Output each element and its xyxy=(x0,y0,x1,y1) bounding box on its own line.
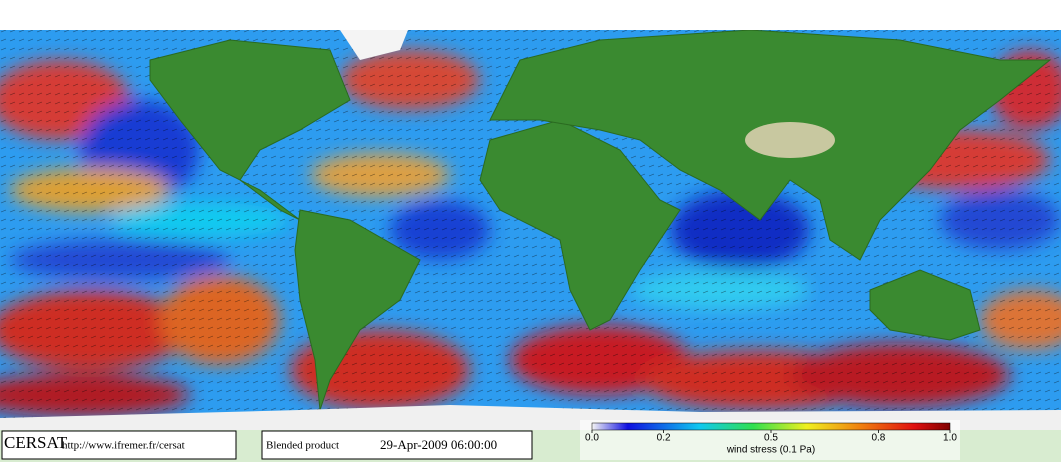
footer: CERSAT http://www.ifremer.fr/cersat Blen… xyxy=(0,420,1061,462)
colorbar-tick-label: 1.0 xyxy=(943,433,957,444)
colorbar-tick-label: 0.5 xyxy=(764,433,778,444)
url: http://www.ifremer.fr/cersat xyxy=(62,440,185,452)
logo: CERSAT xyxy=(4,433,68,452)
product: Blended product xyxy=(266,440,339,452)
colorbar-label: wind stress (0.1 Pa) xyxy=(726,445,815,456)
colorbar-tick-label: 0.2 xyxy=(657,433,671,444)
colorbar-tick-label: 0.0 xyxy=(585,433,599,444)
colorbar-tick-label: 0.8 xyxy=(871,433,885,444)
land xyxy=(149,29,1052,411)
date: 29-Apr-2009 06:00:00 xyxy=(380,437,497,452)
colorbar xyxy=(591,422,951,431)
